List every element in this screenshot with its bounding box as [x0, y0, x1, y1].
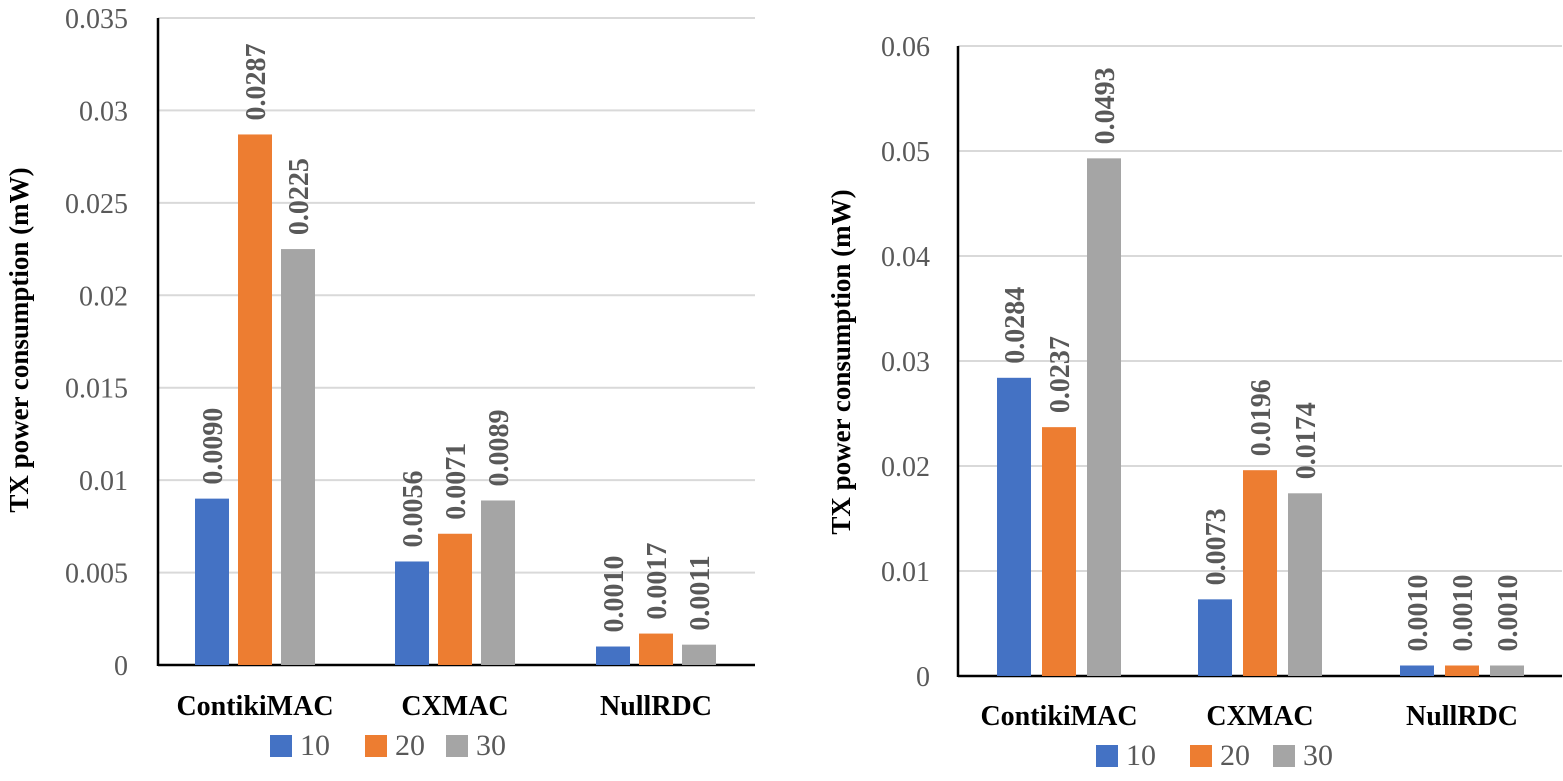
data-label: 0.0071 — [441, 443, 472, 520]
data-label: 0.0011 — [685, 555, 716, 630]
y-tick-label: 0.005 — [65, 559, 128, 590]
y-tick-label: 0.01 — [79, 466, 128, 497]
y-tick-label: 0 — [114, 651, 128, 682]
x-category-label: ContikiMAC — [176, 691, 333, 722]
legend-swatch-30 — [1273, 745, 1295, 767]
x-category-label: CXMAC — [1206, 701, 1313, 732]
y-tick-label: 0.035 — [65, 4, 128, 35]
data-label: 0.0284 — [1000, 287, 1031, 364]
bar-ContikiMAC-30 — [281, 249, 315, 666]
chart-2: 0 0.01 0.02 0.03 0.04 0.05 0.06 TX power consum… — [826, 32, 1562, 772]
data-label: 0.0010 — [1448, 575, 1479, 652]
x-category-label: ContikiMAC — [980, 701, 1137, 732]
legend-swatch-30 — [446, 735, 468, 757]
data-label: 0.0017 — [642, 543, 673, 620]
data-label: 0.0287 — [241, 43, 272, 120]
data-label: 0.0010 — [599, 556, 630, 633]
bar-NullRDC-10 — [596, 646, 630, 665]
legend-label-20: 20 — [1220, 739, 1250, 772]
y-tick-label: 0 — [916, 662, 930, 693]
data-label: 0.0089 — [484, 409, 515, 486]
y-tick-label: 0.04 — [881, 242, 930, 273]
bar-CXMAC-30 — [1288, 493, 1322, 676]
bar-NullRDC-20 — [1445, 665, 1479, 676]
y-tick-label: 0.03 — [79, 96, 128, 127]
y-tick-label: 0.025 — [65, 189, 128, 220]
bar-CXMAC-20 — [438, 533, 472, 665]
y-axis-label: TX power consumption (mW) — [826, 189, 856, 534]
bar-ContikiMAC-30 — [1087, 158, 1121, 677]
y-tick-label: 0.05 — [881, 137, 930, 168]
x-category-label: CXMAC — [401, 691, 508, 722]
legend-swatch-20 — [1190, 745, 1212, 767]
legend-swatch-20 — [365, 735, 387, 757]
data-label: 0.0493 — [1090, 67, 1121, 144]
data-label: 0.0090 — [198, 408, 229, 485]
y-axis-label: TX power consumption (mW) — [4, 167, 34, 512]
legend-label-20: 20 — [395, 729, 425, 762]
data-label: 0.0010 — [1403, 575, 1434, 652]
bar-NullRDC-20 — [639, 633, 673, 665]
data-label: 0.0237 — [1045, 336, 1076, 413]
bar-CXMAC-10 — [1198, 599, 1232, 676]
data-label: 0.0010 — [1493, 575, 1524, 652]
x-category-label: NullRDC — [600, 691, 712, 722]
bar-ContikiMAC-10 — [997, 377, 1031, 676]
y-tick-label: 0.03 — [881, 347, 930, 378]
bar-CXMAC-20 — [1243, 470, 1277, 676]
x-category-label: NullRDC — [1406, 701, 1518, 732]
bar-NullRDC-30 — [682, 644, 716, 665]
data-label: 0.0174 — [1291, 402, 1322, 479]
y-tick-label: 0.015 — [65, 374, 128, 405]
legend-label-10: 10 — [1126, 739, 1156, 772]
y-tick-label: 0.01 — [881, 557, 930, 588]
data-label: 0.0196 — [1246, 379, 1277, 456]
bar-CXMAC-10 — [395, 561, 429, 665]
data-label: 0.0225 — [284, 158, 315, 235]
legend-swatch-10 — [1096, 745, 1118, 767]
bar-ContikiMAC-20 — [1042, 427, 1076, 676]
data-label: 0.0056 — [398, 470, 429, 547]
legend-label-30: 30 — [1303, 739, 1333, 772]
legend-label-30: 30 — [476, 729, 506, 762]
y-tick-label: 0.02 — [881, 452, 930, 483]
bar-NullRDC-10 — [1400, 665, 1434, 676]
bar-ContikiMAC-20 — [238, 134, 272, 665]
legend-label-10: 10 — [300, 729, 330, 762]
chart-1: 0 0.005 0.01 0.015 0.02 0.025 0.03 0.035 TX powe… — [4, 4, 755, 762]
bar-NullRDC-30 — [1490, 665, 1524, 676]
data-label: 0.0073 — [1201, 508, 1232, 585]
y-tick-label: 0.06 — [881, 32, 930, 63]
bar-ContikiMAC-10 — [195, 498, 229, 665]
bar-CXMAC-30 — [481, 500, 515, 665]
legend-swatch-10 — [270, 735, 292, 757]
y-tick-label: 0.02 — [79, 281, 128, 312]
